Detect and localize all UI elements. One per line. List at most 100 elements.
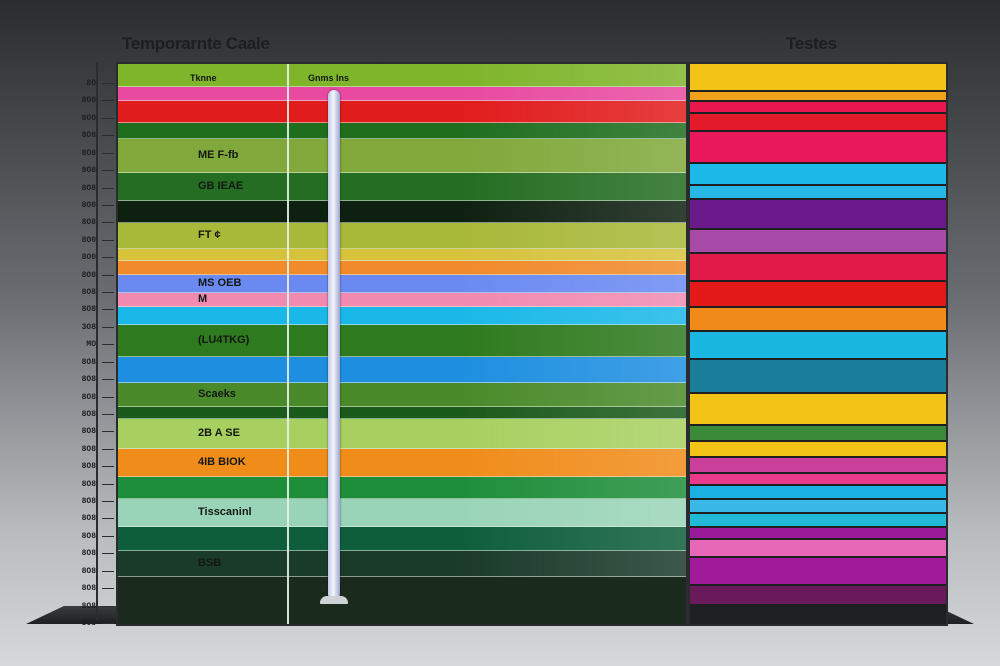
axis-tick: MO — [48, 341, 114, 349]
layer-band — [118, 122, 686, 139]
layer-label: Tisscaninl — [198, 505, 252, 518]
axis-tick: 8O8 — [48, 219, 114, 227]
color-stripe — [690, 64, 946, 92]
layer-label: FT ¢ — [198, 228, 221, 241]
layer-band — [118, 64, 686, 87]
axis-tick: 8OO — [48, 114, 114, 123]
axis-tick: 8O8 — [48, 480, 114, 489]
color-stripe — [690, 586, 946, 606]
axis-tick: 8O8 — [48, 393, 114, 402]
layer-band: Tisscaninl — [118, 498, 686, 527]
layer-band: 2B A SE — [118, 418, 686, 449]
color-stripe — [690, 132, 946, 164]
axis-tick: 8O8 — [48, 463, 114, 471]
color-stripe — [690, 230, 946, 254]
color-stripe — [690, 308, 946, 332]
axis-tick: 8O8 — [48, 498, 114, 506]
color-stripe — [690, 486, 946, 500]
axis-tick: 8O8 — [48, 620, 114, 628]
thermometer-base — [320, 596, 348, 604]
layer-label: GB IEAE — [198, 179, 244, 192]
color-stripe — [690, 164, 946, 186]
axis-tick: 8O8 — [48, 550, 114, 558]
layer-band: MS OEB — [118, 274, 686, 293]
layer-label: 2B A SE — [198, 426, 240, 439]
layer-band: M — [118, 292, 686, 307]
axis-tick: 8O8 — [48, 132, 114, 140]
color-stripe — [690, 442, 946, 458]
layer-band — [118, 306, 686, 325]
axis-tick: 8O8 — [48, 445, 114, 454]
axis-tick: 8O8 — [48, 410, 114, 419]
layer-label: (LU4TKG) — [198, 333, 250, 346]
color-stripe — [690, 540, 946, 558]
chart-title: Temporarnte Caale — [122, 34, 270, 53]
color-stripe — [690, 200, 946, 230]
layer-label: M — [198, 292, 208, 305]
axis-tick: 8O8 — [48, 515, 114, 523]
axis-tick: 8O8 — [48, 376, 114, 384]
color-stripe — [690, 360, 946, 394]
layer-band: GB IEAE — [118, 172, 686, 201]
panel-divider — [287, 64, 289, 624]
layer-band — [118, 406, 686, 419]
color-stripe — [690, 474, 946, 486]
color-stripe — [690, 102, 946, 114]
layer-band: ME F-fb — [118, 138, 686, 173]
axis-tick: 8O8 — [48, 532, 114, 541]
layer-band — [118, 526, 686, 551]
layer-label: 4IB BIOK — [198, 455, 246, 468]
axis-tick: 8O — [48, 80, 114, 88]
axis-tick: 8O0 — [48, 254, 114, 262]
color-stripe — [690, 558, 946, 586]
color-stripe — [690, 500, 946, 514]
layer-band — [118, 356, 686, 383]
layer-label: BSB — [198, 556, 222, 569]
axis-tick: 8O0 — [48, 201, 114, 210]
color-stripe — [690, 394, 946, 426]
color-stripe — [690, 254, 946, 282]
layer-panel: BSB Tisscaninl 4IB BIOK 2B A SE Scaeks (LU4TK… — [116, 62, 688, 626]
layer-band — [118, 200, 686, 223]
layer-band — [118, 260, 686, 275]
layer-label: MS OEB — [198, 276, 242, 289]
axis-tick: 8O8 — [48, 306, 114, 314]
axis-tick: 8O8 — [48, 585, 114, 593]
axis-tick: 8O8 — [48, 602, 114, 611]
layer-band: Scaeks — [118, 382, 686, 407]
color-stripe — [690, 458, 946, 474]
axis-tick: 8O8 — [48, 289, 114, 297]
axis-line — [96, 62, 98, 620]
axis-tick: 3O8 — [48, 323, 114, 332]
color-stripe — [690, 282, 946, 308]
color-stripe — [690, 332, 946, 360]
layer-band: (LU4TKG) — [118, 324, 686, 357]
thermometer-tube — [328, 90, 340, 600]
header-center-label: Gnms Ins — [308, 73, 350, 83]
layer-band — [118, 248, 686, 261]
axis-tick: 8OO — [48, 97, 114, 105]
axis-tick: 8O8 — [48, 271, 114, 280]
axis-tick: 8O8 — [48, 428, 114, 436]
layer-band: FT ¢ — [118, 222, 686, 249]
color-stripe — [690, 528, 946, 540]
layer-label: Scaeks — [198, 387, 236, 400]
axis-tick: 8O8 — [48, 149, 114, 158]
axis-tick: 8O8 — [48, 567, 114, 576]
color-stripe — [690, 514, 946, 528]
axis-tick: 8O8 — [48, 167, 114, 175]
color-stripe — [690, 186, 946, 200]
side-panel-title: Testes — [786, 34, 837, 53]
axis-tick: 8O8 — [48, 184, 114, 193]
color-stripe — [690, 114, 946, 132]
header-left-label: Tknne — [190, 73, 217, 83]
color-strip-panel — [688, 62, 948, 626]
layer-band: 4IB BIOK — [118, 448, 686, 477]
layer-band: BSB — [118, 550, 686, 577]
color-stripe — [690, 426, 946, 442]
color-stripe — [690, 92, 946, 102]
vertical-axis: 8O 8OO 8OO 8O8 8O8 8O8 8O8 8O0 8O8 8O0 8O0 8O8 8O8 8O… — [48, 62, 114, 628]
layer-label: ME F-fb — [198, 148, 239, 161]
axis-tick: 8O8 — [48, 358, 114, 367]
layer-band — [118, 86, 686, 101]
